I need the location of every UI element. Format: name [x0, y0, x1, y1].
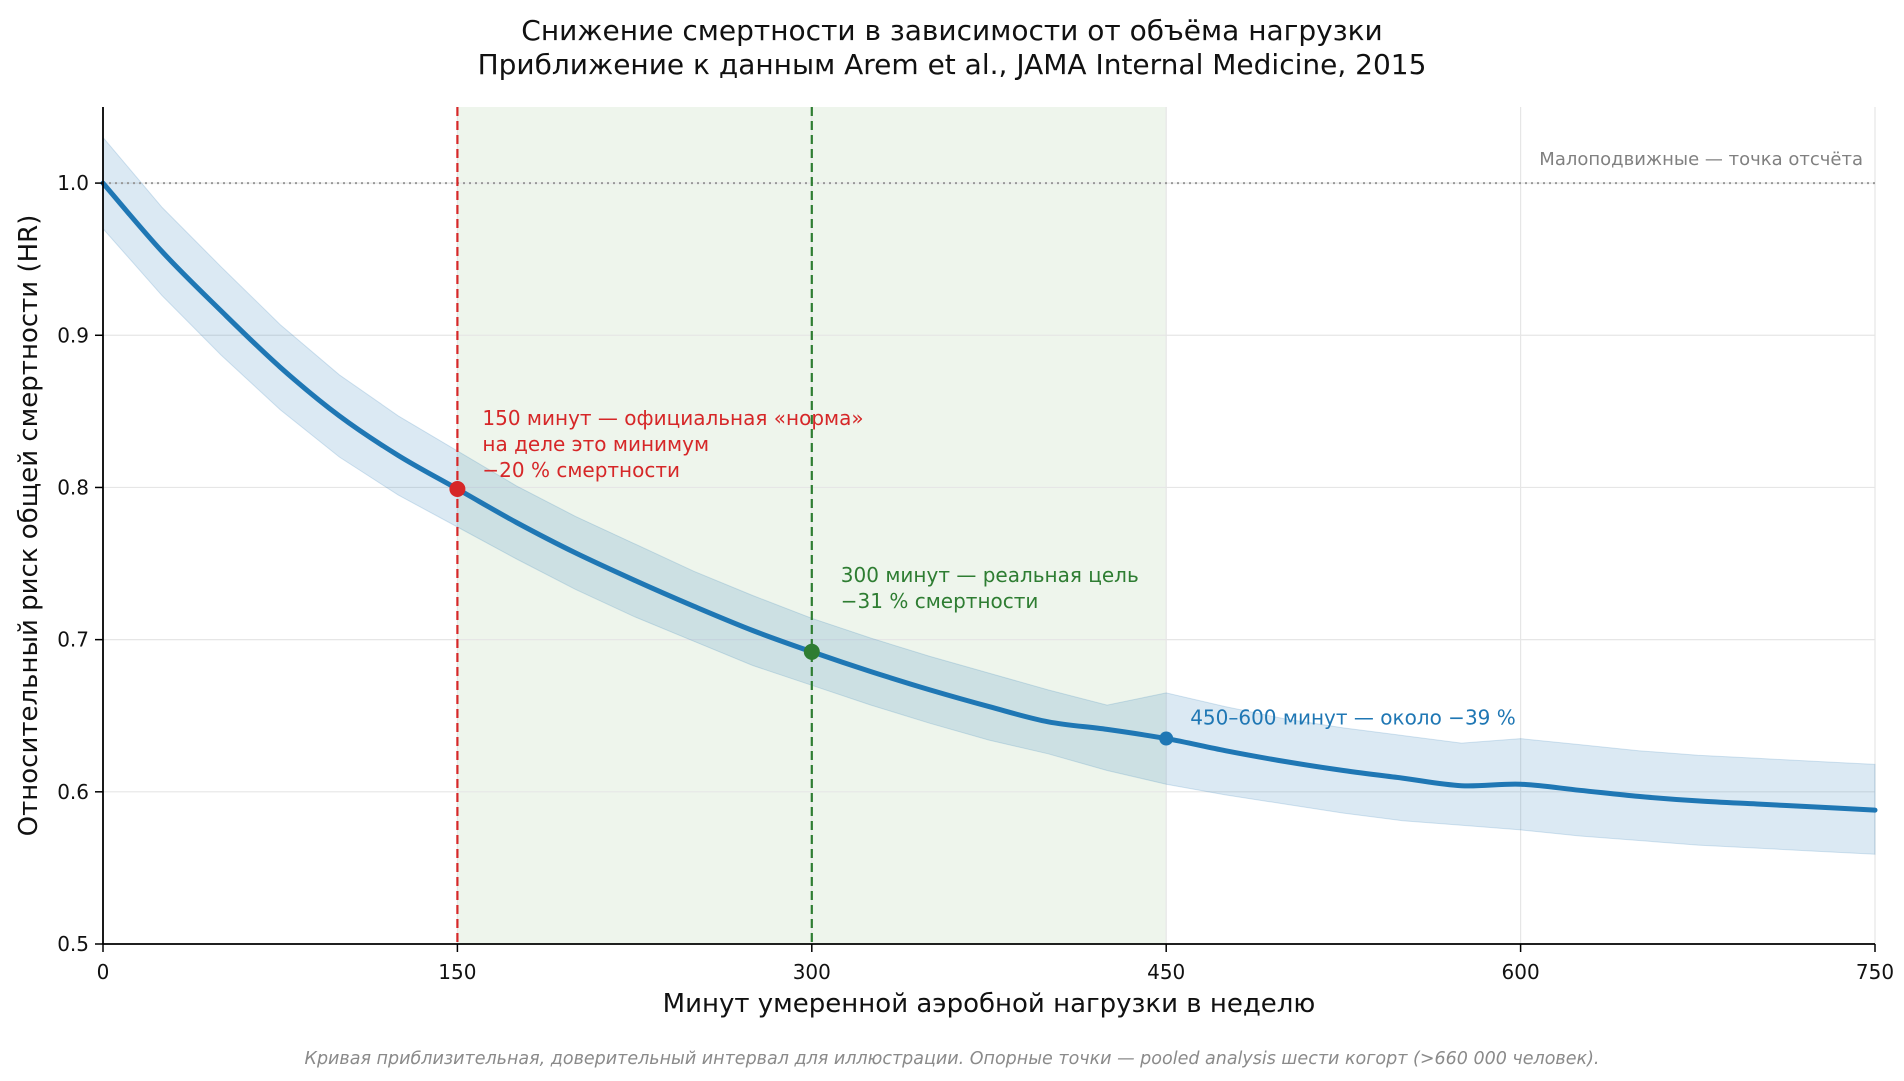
hr-curve	[100, 180, 1878, 813]
marker-label-450-line-1: 450–600 минут — около −39 %	[1190, 706, 1516, 730]
y-tick-label-0_6: 0.6	[57, 780, 89, 804]
x-axis-label: Минут умеренной аэробной нагрузки в неде…	[663, 989, 1316, 1019]
y-tick-label-1: 1.0	[57, 171, 89, 195]
y-tick-label-0_5: 0.5	[57, 932, 89, 956]
chart-footnote: Кривая приблизительная, доверительный ин…	[304, 1049, 1600, 1069]
marker-point-300	[803, 643, 820, 660]
marker-label-150-line-2: на деле это минимум	[482, 432, 709, 456]
marker-point-150	[449, 480, 466, 497]
chart-title: Снижение смертности в зависимости от объ…	[521, 14, 1383, 47]
x-tick-label-0: 0	[97, 960, 110, 984]
x-tick-label-750: 750	[1856, 960, 1894, 984]
marker-label-150-line-1: 150 минут — официальная «норма»	[482, 406, 863, 430]
y-tick-label-0_8: 0.8	[57, 475, 89, 499]
marker-point-450	[1159, 731, 1174, 746]
x-tick-label-300: 300	[793, 960, 831, 984]
marker-label-300-line-1: 300 минут — реальная цель	[841, 563, 1139, 587]
y-tick-label-0_9: 0.9	[57, 323, 89, 347]
chart-subtitle: Приближение к данным Arem et al., JAMA I…	[477, 48, 1427, 81]
marker-label-300-line-2: −31 % смертности	[841, 589, 1039, 613]
y-axis-label: Относительный риск общей смертности (HR)	[14, 215, 44, 837]
x-tick-label-450: 450	[1147, 960, 1185, 984]
x-tick-label-150: 150	[438, 960, 476, 984]
y-tick-label-0_7: 0.7	[57, 628, 89, 652]
reference-line-label: Малоподвижные — точка отсчёта	[1539, 149, 1863, 170]
marker-label-150-line-3: −20 % смертности	[482, 458, 680, 482]
x-tick-label-600: 600	[1502, 960, 1540, 984]
